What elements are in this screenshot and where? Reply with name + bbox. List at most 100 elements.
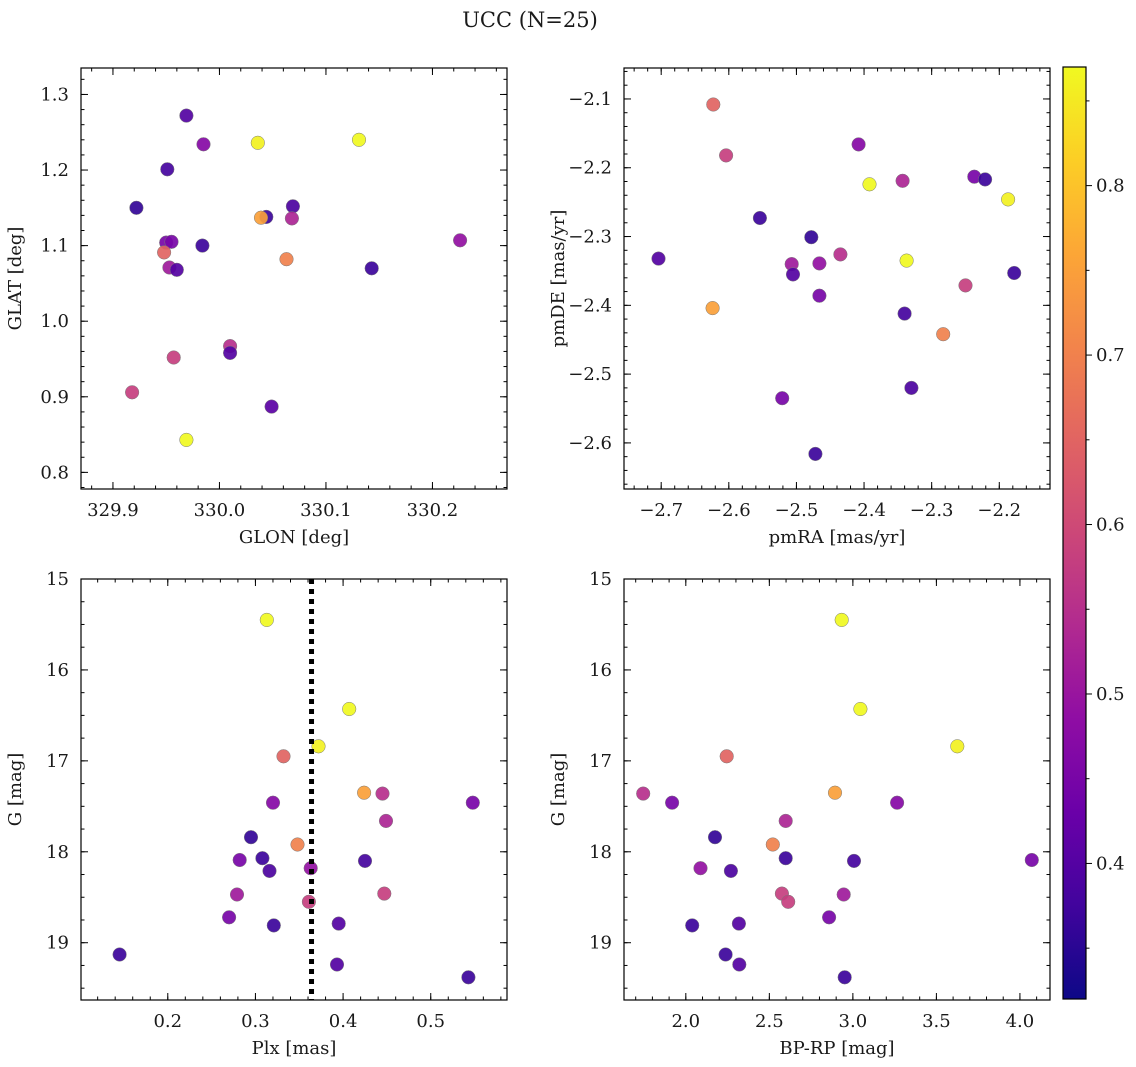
scatter-point xyxy=(834,612,849,627)
y-axis-label: G [mag] xyxy=(5,753,26,826)
y-tick-label: 1.1 xyxy=(40,236,69,257)
y-axis-label: G [mag] xyxy=(548,753,569,826)
scatter-point xyxy=(636,786,651,801)
panels-group: 329.9 330.0 330.1 330.2 0.8 0.9 1.0 1.1 1.2 1.3 GL… xyxy=(5,67,1051,1059)
colorbar-tick-label: 0.8 xyxy=(1096,176,1125,197)
x-tick-label: −2.3 xyxy=(910,500,954,521)
x-tick-label: −2.6 xyxy=(707,500,751,521)
scatter-point xyxy=(651,251,666,266)
scatter-point xyxy=(331,916,346,931)
scatter-point xyxy=(851,137,866,152)
scatter-point xyxy=(827,785,843,800)
scatter-point xyxy=(732,957,747,972)
scatter-point xyxy=(1007,265,1022,281)
scatter-point xyxy=(112,947,127,962)
x-tick-label: 2.5 xyxy=(755,1011,784,1032)
plot-area xyxy=(81,68,507,489)
ticks xyxy=(624,68,1050,489)
x-axis-label: pmRA [mas/yr] xyxy=(769,527,906,548)
scatter-point xyxy=(164,234,179,249)
panel-plx-g: 0.2 0.3 0.4 0.5 15 16 17 18 19 Plx [mas] G [mag] xyxy=(5,569,508,1059)
scatter-point xyxy=(752,210,767,226)
y-tick-label: 1.3 xyxy=(40,84,69,105)
scatter-point xyxy=(311,739,326,754)
scatter-point xyxy=(785,267,801,282)
scatter-point xyxy=(351,132,367,147)
scatter-point xyxy=(465,795,480,810)
scatter-points xyxy=(125,108,468,447)
scatter-point xyxy=(718,947,733,962)
scatter-point xyxy=(265,795,281,810)
scatter-point xyxy=(357,785,372,800)
scatter-point xyxy=(775,391,790,406)
y-tick-label: −2.3 xyxy=(568,227,612,248)
y-tick-label: −2.6 xyxy=(568,433,612,454)
scatter-point xyxy=(255,851,270,866)
scatter-point xyxy=(812,256,827,271)
scatter-point xyxy=(284,211,299,226)
panel-pm: −2.7 −2.6 −2.5 −2.4 −2.3 −2.2 −2.6 −2.5 −2.4 −2.3… xyxy=(548,67,1051,548)
scatter-point xyxy=(378,813,394,828)
scatter-point xyxy=(950,739,965,754)
scatter-point xyxy=(707,830,723,845)
y-tick-label: 18 xyxy=(46,842,69,863)
scatter-point xyxy=(129,200,144,215)
scatter-point xyxy=(781,894,796,909)
y-tick-label: 1.0 xyxy=(40,311,69,332)
scatter-point xyxy=(160,162,175,177)
y-tick-label: 15 xyxy=(589,569,612,590)
figure-title: UCC (N=25) xyxy=(462,8,598,32)
scatter-point xyxy=(665,795,680,810)
y-tick-label: 0.9 xyxy=(40,387,69,408)
scatter-point xyxy=(253,210,269,225)
scatter-point xyxy=(778,813,793,828)
scatter-point xyxy=(195,238,210,253)
scatter-point xyxy=(285,199,300,214)
scatter-point xyxy=(1001,192,1016,207)
scatter-point xyxy=(179,108,194,123)
x-tick-label: 330.2 xyxy=(407,500,459,521)
scatter-point xyxy=(706,97,721,112)
y-tick-label: 1.2 xyxy=(40,160,69,181)
axes-frame xyxy=(623,578,1051,1001)
y-tick-label: −2.1 xyxy=(568,89,612,110)
ticks xyxy=(624,578,1050,1000)
scatter-point xyxy=(157,245,172,260)
scatter-point xyxy=(279,252,294,267)
scatter-points xyxy=(636,612,1039,985)
y-tick-label: −2.2 xyxy=(568,158,612,179)
scatter-point xyxy=(357,853,373,868)
scatter-point xyxy=(276,749,291,764)
scatter-points xyxy=(112,612,480,985)
panel-glon-glat: 329.9 330.0 330.1 330.2 0.8 0.9 1.0 1.1 1.2 1.3 GL… xyxy=(5,67,508,548)
scatter-point xyxy=(904,380,919,395)
x-tick-label: 2.0 xyxy=(671,1011,700,1032)
scatter-point xyxy=(166,350,181,365)
scatter-point xyxy=(179,432,194,447)
axes-frame xyxy=(80,578,508,1001)
scatter-point xyxy=(453,233,468,248)
x-tick-label: −2.4 xyxy=(842,500,886,521)
scatter-point xyxy=(377,886,392,901)
scatter-point xyxy=(846,853,862,868)
scatter-point xyxy=(719,749,734,764)
scatter-point xyxy=(250,135,265,150)
scatter-point xyxy=(1024,852,1039,868)
scatter-point xyxy=(895,173,910,188)
scatter-point xyxy=(364,261,379,276)
ticks xyxy=(81,578,507,1000)
x-axis-label: BP-RP [mag] xyxy=(779,1038,894,1059)
x-tick-label: 3.5 xyxy=(922,1011,951,1032)
x-tick-label: −2.5 xyxy=(775,500,819,521)
scatter-point xyxy=(232,852,247,868)
scatter-point xyxy=(822,910,837,925)
plot-area xyxy=(624,68,1050,489)
y-tick-label: 15 xyxy=(46,569,69,590)
x-tick-label: −2.7 xyxy=(639,500,683,521)
scatter-point xyxy=(375,786,390,801)
scatter-point xyxy=(897,306,912,321)
y-tick-label: −2.4 xyxy=(568,295,612,316)
colorbar-gradient xyxy=(1062,66,1087,1000)
scatter-point xyxy=(693,861,708,876)
scatter-point xyxy=(808,446,823,461)
